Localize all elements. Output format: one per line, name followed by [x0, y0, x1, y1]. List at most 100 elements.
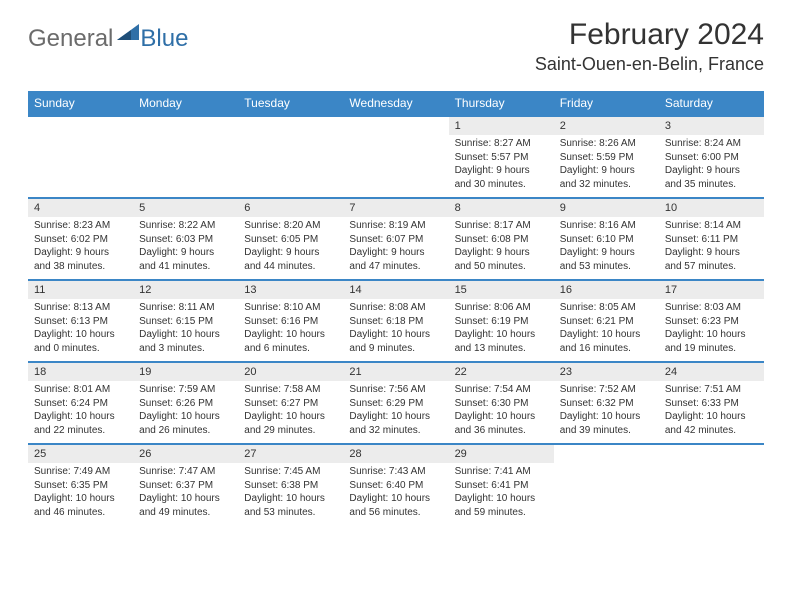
day-detail-line: Sunset: 6:24 PM	[34, 397, 127, 411]
day-number-cell: 9	[554, 198, 659, 217]
day-detail-cell: Sunrise: 8:13 AMSunset: 6:13 PMDaylight:…	[28, 299, 133, 362]
day-detail-line: and 41 minutes.	[139, 260, 232, 274]
day-detail-line: and 26 minutes.	[139, 424, 232, 438]
day-detail-line: Daylight: 10 hours	[244, 492, 337, 506]
day-header: Thursday	[449, 91, 554, 116]
day-detail-line: Sunset: 6:21 PM	[560, 315, 653, 329]
day-number-cell	[343, 116, 448, 135]
day-detail-line: Sunrise: 8:20 AM	[244, 219, 337, 233]
day-detail-line: Sunrise: 8:08 AM	[349, 301, 442, 315]
day-detail-line: Daylight: 10 hours	[560, 328, 653, 342]
day-detail-line: Sunset: 6:27 PM	[244, 397, 337, 411]
logo: General Blue	[28, 24, 188, 53]
day-detail-row: Sunrise: 8:01 AMSunset: 6:24 PMDaylight:…	[28, 381, 764, 444]
day-number-cell: 10	[659, 198, 764, 217]
day-detail-line: and 53 minutes.	[560, 260, 653, 274]
day-detail-cell: Sunrise: 8:05 AMSunset: 6:21 PMDaylight:…	[554, 299, 659, 362]
day-detail-cell: Sunrise: 7:56 AMSunset: 6:29 PMDaylight:…	[343, 381, 448, 444]
day-detail-line: Daylight: 10 hours	[139, 410, 232, 424]
day-number-row: 45678910	[28, 198, 764, 217]
day-detail-row: Sunrise: 8:23 AMSunset: 6:02 PMDaylight:…	[28, 217, 764, 280]
day-detail-line: Daylight: 9 hours	[665, 164, 758, 178]
day-detail-cell	[554, 463, 659, 525]
day-detail-line: and 42 minutes.	[665, 424, 758, 438]
day-detail-line: Sunset: 6:16 PM	[244, 315, 337, 329]
day-detail-line: Daylight: 10 hours	[455, 492, 548, 506]
day-detail-line: Sunrise: 7:45 AM	[244, 465, 337, 479]
day-number-cell: 22	[449, 362, 554, 381]
day-header: Monday	[133, 91, 238, 116]
day-detail-line: Sunrise: 7:41 AM	[455, 465, 548, 479]
day-number-cell: 7	[343, 198, 448, 217]
day-detail-cell: Sunrise: 7:52 AMSunset: 6:32 PMDaylight:…	[554, 381, 659, 444]
day-detail-cell: Sunrise: 8:08 AMSunset: 6:18 PMDaylight:…	[343, 299, 448, 362]
day-number-cell	[554, 444, 659, 463]
title-block: February 2024 Saint-Ouen-en-Belin, Franc…	[535, 18, 764, 75]
day-detail-line: Sunset: 6:41 PM	[455, 479, 548, 493]
day-detail-line: and 56 minutes.	[349, 506, 442, 520]
day-detail-line: Sunset: 6:38 PM	[244, 479, 337, 493]
day-detail-line: Sunrise: 8:11 AM	[139, 301, 232, 315]
day-number-cell: 26	[133, 444, 238, 463]
day-detail-cell: Sunrise: 7:51 AMSunset: 6:33 PMDaylight:…	[659, 381, 764, 444]
day-number-cell	[133, 116, 238, 135]
logo-text-blue: Blue	[140, 25, 188, 53]
day-detail-cell: Sunrise: 8:24 AMSunset: 6:00 PMDaylight:…	[659, 135, 764, 198]
day-detail-line: Daylight: 10 hours	[139, 492, 232, 506]
day-detail-row: Sunrise: 8:27 AMSunset: 5:57 PMDaylight:…	[28, 135, 764, 198]
day-detail-line: Daylight: 10 hours	[349, 328, 442, 342]
day-detail-line: Sunrise: 8:10 AM	[244, 301, 337, 315]
day-detail-cell	[28, 135, 133, 198]
day-detail-line: Sunrise: 8:19 AM	[349, 219, 442, 233]
day-number-cell: 2	[554, 116, 659, 135]
day-detail-line: Sunrise: 8:27 AM	[455, 137, 548, 151]
day-detail-line: Daylight: 10 hours	[34, 492, 127, 506]
day-detail-line: and 9 minutes.	[349, 342, 442, 356]
day-number-cell	[28, 116, 133, 135]
day-detail-line: and 29 minutes.	[244, 424, 337, 438]
day-detail-cell: Sunrise: 8:10 AMSunset: 6:16 PMDaylight:…	[238, 299, 343, 362]
day-detail-line: Sunset: 6:37 PM	[139, 479, 232, 493]
day-number-cell: 6	[238, 198, 343, 217]
day-detail-row: Sunrise: 7:49 AMSunset: 6:35 PMDaylight:…	[28, 463, 764, 525]
day-detail-line: and 32 minutes.	[349, 424, 442, 438]
day-detail-line: Daylight: 10 hours	[34, 328, 127, 342]
day-detail-line: Sunset: 6:10 PM	[560, 233, 653, 247]
day-detail-line: Sunset: 6:08 PM	[455, 233, 548, 247]
day-detail-line: Sunset: 6:26 PM	[139, 397, 232, 411]
day-detail-line: and 16 minutes.	[560, 342, 653, 356]
day-detail-cell: Sunrise: 7:59 AMSunset: 6:26 PMDaylight:…	[133, 381, 238, 444]
day-number-cell: 15	[449, 280, 554, 299]
day-detail-line: Sunrise: 7:58 AM	[244, 383, 337, 397]
day-detail-cell: Sunrise: 8:19 AMSunset: 6:07 PMDaylight:…	[343, 217, 448, 280]
day-detail-line: and 47 minutes.	[349, 260, 442, 274]
day-detail-cell	[133, 135, 238, 198]
day-detail-line: Sunrise: 7:43 AM	[349, 465, 442, 479]
day-detail-line: and 6 minutes.	[244, 342, 337, 356]
day-number-row: 18192021222324	[28, 362, 764, 381]
day-number-cell	[238, 116, 343, 135]
day-detail-cell	[343, 135, 448, 198]
day-detail-cell: Sunrise: 8:06 AMSunset: 6:19 PMDaylight:…	[449, 299, 554, 362]
day-number-row: 11121314151617	[28, 280, 764, 299]
day-detail-line: Sunrise: 7:59 AM	[139, 383, 232, 397]
day-detail-line: and 0 minutes.	[34, 342, 127, 356]
day-detail-line: Daylight: 10 hours	[455, 328, 548, 342]
day-header: Saturday	[659, 91, 764, 116]
day-detail-cell: Sunrise: 7:49 AMSunset: 6:35 PMDaylight:…	[28, 463, 133, 525]
day-header: Friday	[554, 91, 659, 116]
day-detail-line: and 46 minutes.	[34, 506, 127, 520]
day-detail-line: Sunrise: 8:03 AM	[665, 301, 758, 315]
day-detail-line: Sunrise: 7:47 AM	[139, 465, 232, 479]
day-number-cell: 29	[449, 444, 554, 463]
day-detail-line: Daylight: 9 hours	[665, 246, 758, 260]
day-detail-line: Sunset: 6:15 PM	[139, 315, 232, 329]
day-detail-line: Daylight: 10 hours	[244, 410, 337, 424]
day-number-cell: 16	[554, 280, 659, 299]
day-number-cell: 27	[238, 444, 343, 463]
day-number-cell: 11	[28, 280, 133, 299]
day-detail-cell: Sunrise: 7:45 AMSunset: 6:38 PMDaylight:…	[238, 463, 343, 525]
day-detail-line: Daylight: 10 hours	[455, 410, 548, 424]
day-detail-line: Daylight: 9 hours	[455, 246, 548, 260]
day-number-row: 123	[28, 116, 764, 135]
